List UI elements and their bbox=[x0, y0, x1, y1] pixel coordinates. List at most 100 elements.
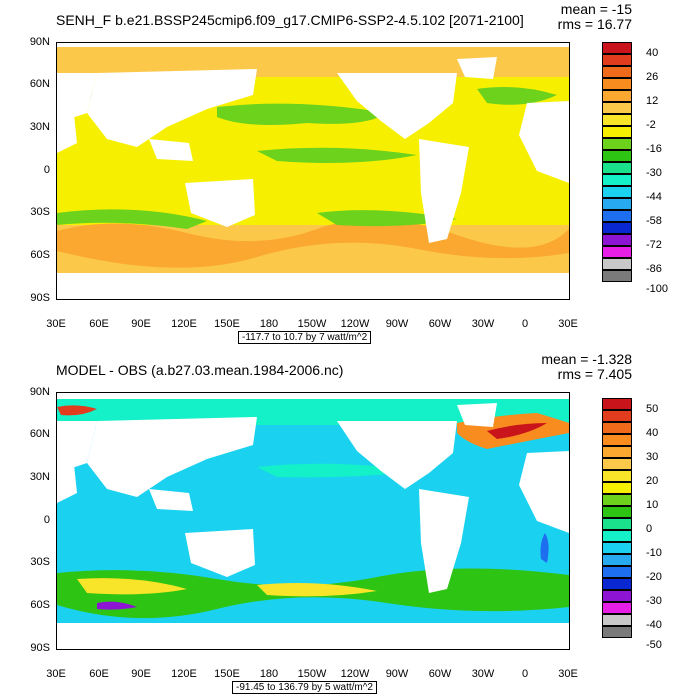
lon-label: 120E bbox=[171, 668, 197, 680]
colorbar-box bbox=[602, 42, 632, 54]
lon-label: 30W bbox=[471, 668, 495, 680]
lat-label: 30N bbox=[29, 471, 50, 483]
colorbar-box bbox=[602, 518, 632, 530]
lat-label: 90S bbox=[30, 292, 50, 304]
colorbar-box bbox=[602, 482, 632, 494]
arctic-red bbox=[57, 405, 97, 416]
antarctic-blank bbox=[57, 623, 569, 649]
south-pacific-green bbox=[317, 210, 457, 227]
lon-label: 180 bbox=[259, 668, 279, 680]
lon-label: 120W bbox=[340, 668, 370, 680]
lon-label: 30E bbox=[558, 668, 578, 680]
land-arabia bbox=[57, 451, 77, 503]
lat-label: 90S bbox=[30, 642, 50, 654]
lon-label: 30W bbox=[471, 318, 495, 330]
colorbar-label: -50 bbox=[646, 639, 662, 651]
colorbar-label: -100 bbox=[646, 283, 669, 295]
colorbar-label: -44 bbox=[646, 191, 662, 203]
colorbar-box bbox=[602, 554, 632, 566]
colorbar-box bbox=[602, 114, 632, 126]
colorbar-box bbox=[602, 398, 632, 410]
lon-label: 60W bbox=[428, 668, 452, 680]
land-indonesia bbox=[149, 489, 193, 511]
lon-label: 30E bbox=[558, 318, 578, 330]
colorbar-label: -86 bbox=[646, 263, 662, 275]
north-pacific-green bbox=[217, 103, 387, 125]
colorbar-label: 50 bbox=[646, 403, 659, 415]
ocean-map bbox=[56, 42, 570, 300]
land-south-america bbox=[419, 139, 469, 243]
land-eurasia bbox=[87, 417, 257, 497]
southern-yellow-2 bbox=[257, 583, 377, 597]
lat-label: 0 bbox=[43, 514, 50, 526]
colorbar-label: -30 bbox=[646, 595, 662, 607]
colorbar-box bbox=[602, 566, 632, 578]
land-greenland bbox=[457, 403, 497, 427]
lon-label: 60W bbox=[428, 318, 452, 330]
colorbar-label: 20 bbox=[646, 475, 659, 487]
colorbar-label: 40 bbox=[646, 47, 659, 59]
land-africa bbox=[519, 451, 569, 533]
lat-label: 60N bbox=[29, 428, 50, 440]
colorbar-box bbox=[602, 234, 632, 246]
colorbar-label: -2 bbox=[646, 119, 656, 131]
southern-purple bbox=[97, 601, 137, 610]
colorbar-box bbox=[602, 270, 632, 282]
panel-title: SENH_F b.e21.BSSP245cmip6.f09_g17.CMIP6-… bbox=[56, 12, 524, 28]
lon-label: 150E bbox=[214, 318, 240, 330]
contour-info: -117.7 to 10.7 by 7 watt/m^2 bbox=[238, 331, 372, 344]
lon-label: 0 bbox=[521, 668, 529, 680]
contour-info: -91.45 to 136.79 by 5 watt/m^2 bbox=[232, 681, 377, 694]
lon-label: 90W bbox=[385, 318, 409, 330]
lat-label: 60S bbox=[30, 249, 50, 261]
lat-label: 90N bbox=[29, 386, 50, 398]
land-australia bbox=[185, 179, 255, 227]
colorbar-box bbox=[602, 174, 632, 186]
land-greenland bbox=[457, 57, 497, 79]
lon-label: 150W bbox=[297, 318, 327, 330]
colorbar-box bbox=[602, 54, 632, 66]
map-field bbox=[57, 393, 569, 649]
colorbar-box bbox=[602, 246, 632, 258]
lon-label: 60E bbox=[89, 318, 109, 330]
lon-label: 30E bbox=[46, 668, 66, 680]
colorbar-box bbox=[602, 590, 632, 602]
colorbar-box bbox=[602, 410, 632, 422]
lat-label: 0 bbox=[43, 164, 50, 176]
land-australia bbox=[185, 529, 255, 577]
colorbar-label: 30 bbox=[646, 451, 659, 463]
land-arabia bbox=[57, 101, 77, 153]
colorbar-box bbox=[602, 150, 632, 162]
land-eurasia bbox=[87, 69, 257, 147]
lon-label: 60E bbox=[89, 668, 109, 680]
southern-yellow bbox=[77, 578, 187, 595]
antarctic-blank bbox=[57, 273, 569, 299]
lon-label: 150E bbox=[214, 668, 240, 680]
land-africa bbox=[519, 101, 569, 183]
colorbar-label: -40 bbox=[646, 619, 662, 631]
colorbar-box bbox=[602, 258, 632, 270]
lon-label: 120W bbox=[340, 318, 370, 330]
atlantic-blue-spot bbox=[540, 533, 549, 563]
lat-label: 30S bbox=[30, 206, 50, 218]
lon-label: 90E bbox=[131, 668, 151, 680]
mean-value: mean = -15 bbox=[560, 1, 632, 17]
land-indonesia bbox=[149, 139, 193, 161]
colorbar-label: 40 bbox=[646, 427, 659, 439]
colorbar-box bbox=[602, 530, 632, 542]
colorbar-label: -58 bbox=[646, 215, 662, 227]
lon-label: 0 bbox=[521, 318, 529, 330]
colorbar-label: 26 bbox=[646, 71, 659, 83]
lon-label: 90W bbox=[385, 668, 409, 680]
colorbar-box bbox=[602, 494, 632, 506]
colorbar-box bbox=[602, 470, 632, 482]
colorbar-box bbox=[602, 102, 632, 114]
colorbar-label: -16 bbox=[646, 143, 662, 155]
colorbar-box bbox=[602, 614, 632, 626]
lat-label: 30S bbox=[30, 556, 50, 568]
north-atlantic-red bbox=[487, 423, 547, 439]
colorbar-box bbox=[602, 446, 632, 458]
colorbar-box bbox=[602, 210, 632, 222]
colorbar-label: 12 bbox=[646, 95, 659, 107]
colorbar-box bbox=[602, 506, 632, 518]
